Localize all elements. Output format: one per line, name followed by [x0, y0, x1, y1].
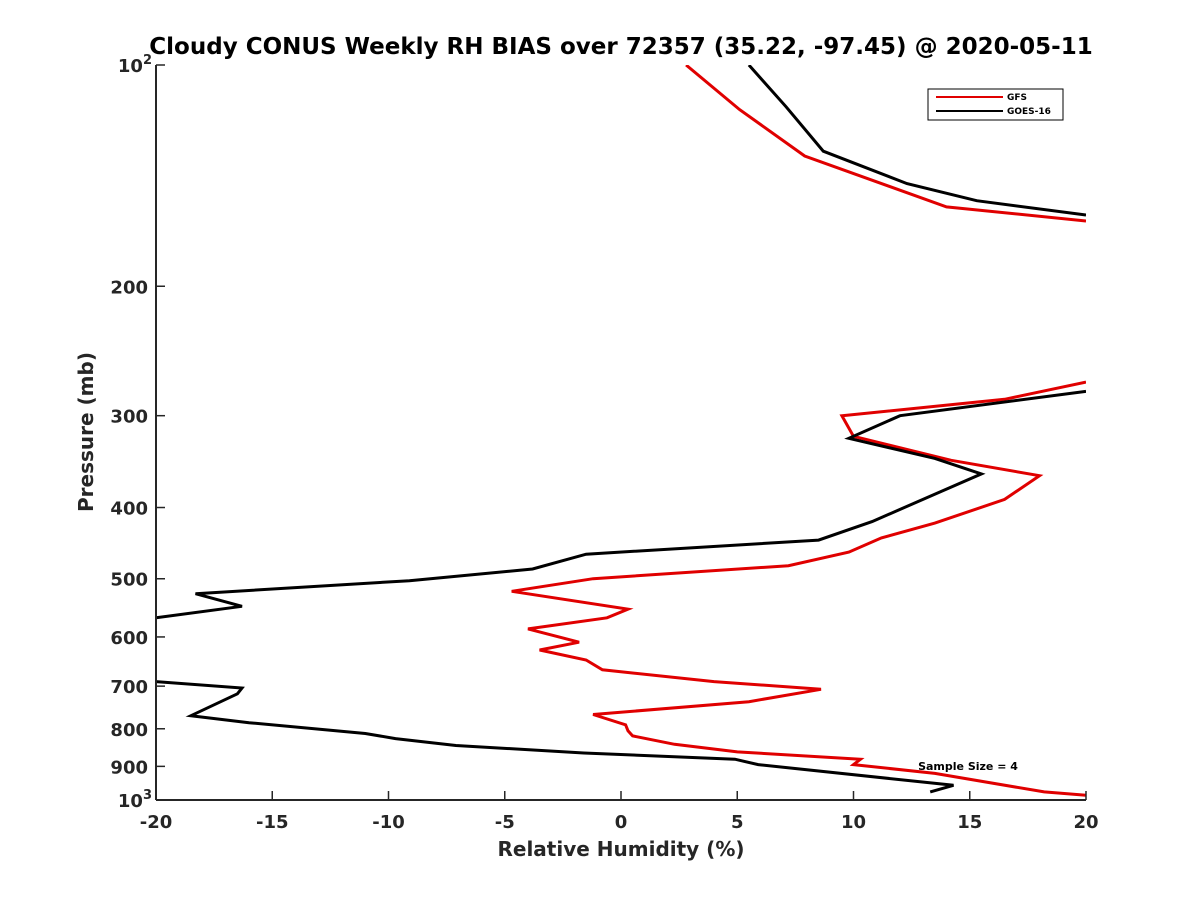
y-axis-label: Pressure (mb): [74, 352, 98, 512]
legend-box: [927, 88, 1064, 121]
series-line-gfs-1: [511, 380, 1086, 797]
x-tick-label: -20: [140, 812, 173, 833]
y-tick-label: 300: [110, 407, 148, 428]
x-axis-label: Relative Humidity (%): [497, 837, 744, 861]
y-tick-label: 700: [110, 677, 148, 698]
x-tick-label: 20: [1073, 812, 1098, 833]
y-tick-label: 800: [110, 720, 148, 741]
y-tick-label: 900: [110, 757, 148, 778]
x-tick-label: 10: [841, 812, 866, 833]
y-tick-label: 103: [118, 788, 152, 812]
y-tick-label: 102: [118, 53, 152, 77]
y-axis-ticks: 102 200 300 400 500 600 700 800 900 103: [110, 53, 165, 812]
chart-title: Cloudy CONUS Weekly RH BIAS over 72357 (…: [149, 34, 1092, 60]
legend: GFS GOES-16: [927, 88, 1064, 121]
y-tick-label: 200: [110, 277, 148, 298]
sample-size-annotation: Sample Size = 4: [918, 760, 1018, 773]
x-tick-label: -15: [256, 812, 289, 833]
x-tick-label: 0: [615, 812, 628, 833]
y-tick-label: 500: [110, 570, 148, 591]
series-lines: [156, 65, 1086, 797]
x-tick-label: 15: [957, 812, 982, 833]
x-axis-ticks: -20 -15 -10 -5 0 5 10 15 20: [140, 791, 1099, 833]
series-line-goes-16-1: [156, 389, 1086, 620]
y-tick-label: 400: [110, 499, 148, 520]
x-tick-label: -10: [372, 812, 405, 833]
y-tick-label: 600: [110, 628, 148, 649]
plot-area: -20 -15 -10 -5 0 5 10 15 20 102 200 300 400 500 600 70…: [110, 53, 1098, 833]
x-tick-label: 5: [731, 812, 744, 833]
legend-label-goes-16: GOES-16: [1007, 107, 1051, 117]
x-tick-label: -5: [495, 812, 515, 833]
series-line-goes-16-0: [747, 65, 1086, 217]
legend-label-gfs: GFS: [1007, 93, 1027, 103]
series-line-goes-16-2: [156, 680, 954, 794]
series-line-gfs-0: [685, 65, 1086, 223]
